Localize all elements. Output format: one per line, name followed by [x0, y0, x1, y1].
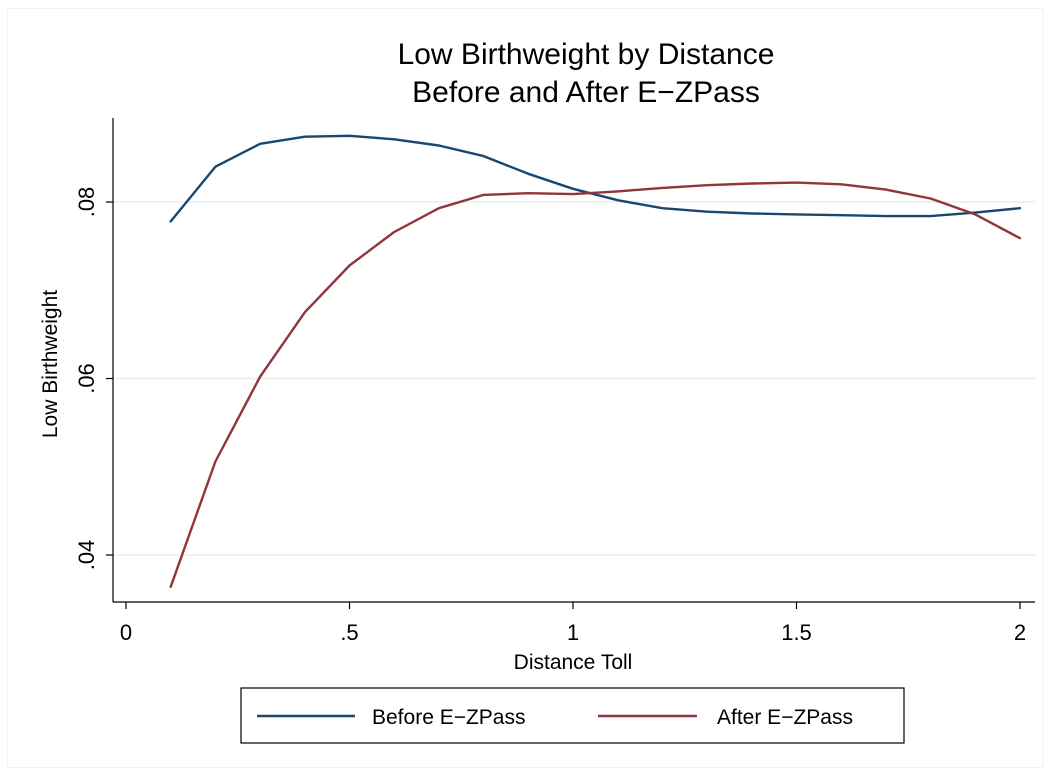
grid-lines	[113, 201, 1035, 556]
legend-label-1: After E−ZPass	[717, 706, 853, 729]
legend-item-1: After E−ZPass	[598, 706, 853, 729]
chart-frame	[7, 8, 1044, 768]
chart-subtitle: Before and After E−ZPass	[412, 76, 760, 109]
series-line-0	[169, 134, 1022, 223]
x-tick-label-1: .5	[340, 620, 358, 645]
y-tick-label-1: .06	[74, 363, 99, 394]
y-tick-label-0: .04	[74, 540, 99, 571]
chart-title: Low Birthweight by Distance	[398, 38, 775, 71]
series-line-1	[169, 181, 1022, 588]
x-tick-label-0: 0	[120, 620, 132, 645]
x-tick-label-2: 1	[567, 620, 579, 645]
axes: .04 .06 .08 0 .5 1 1.5 2	[74, 118, 1035, 645]
legend-item-0: Before E−ZPass	[257, 706, 526, 729]
legend: Before E−ZPass After E−ZPass	[240, 687, 905, 744]
y-tick-label-2: .08	[74, 187, 99, 218]
legend-label-0: Before E−ZPass	[372, 706, 526, 729]
x-axis-title: Distance Toll	[514, 651, 633, 674]
x-tick-label-4: 2	[1014, 620, 1026, 645]
x-tick-label-3: 1.5	[781, 620, 812, 645]
series-lines	[169, 134, 1022, 588]
y-axis-title: Low Birthweight	[39, 290, 62, 438]
